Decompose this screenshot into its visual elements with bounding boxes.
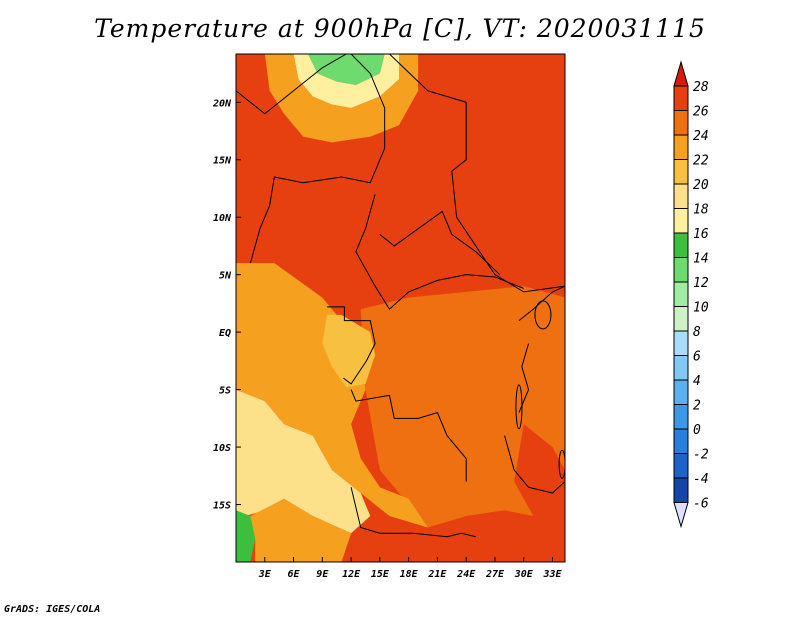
x-tick-label: 6E bbox=[288, 569, 301, 580]
region-east-hot bbox=[514, 424, 565, 528]
colorbar-label: 14 bbox=[693, 252, 709, 267]
region-north-warm bbox=[264, 54, 419, 143]
colorbar-label: 10 bbox=[693, 301, 709, 316]
region-equator-warm bbox=[236, 263, 428, 528]
credit-label: GrADS: IGES/COLA bbox=[4, 604, 101, 615]
region-south-hot bbox=[341, 504, 565, 562]
colorbar-label: 4 bbox=[693, 374, 701, 389]
colorbar-swatch bbox=[673, 306, 689, 332]
lake-outline-0 bbox=[534, 300, 552, 330]
region-central-warm bbox=[360, 286, 565, 562]
colorbar-label: 20 bbox=[693, 178, 709, 193]
x-tick-label: 21E bbox=[427, 569, 447, 580]
colorbar-label: 12 bbox=[693, 276, 709, 291]
colorbar-swatch bbox=[673, 134, 689, 160]
colorbar-swatch bbox=[673, 379, 689, 405]
x-tick-label: 24E bbox=[456, 569, 476, 580]
colorbar-label: 18 bbox=[693, 203, 709, 218]
x-tick-label: 15E bbox=[371, 569, 390, 580]
x-tick-label: 30E bbox=[514, 569, 534, 580]
x-tick-label: 33E bbox=[542, 569, 562, 580]
plot-area bbox=[236, 54, 565, 562]
country-border-3 bbox=[451, 102, 565, 293]
colorbar-swatch bbox=[673, 330, 689, 356]
region-sw-warm bbox=[250, 498, 352, 562]
colorbar-swatch bbox=[673, 183, 689, 209]
colorbar-label: 28 bbox=[693, 80, 709, 95]
chart-title: Temperature at 900hPa [C], VT: 202003111… bbox=[94, 14, 706, 43]
x-tick-label: 3E bbox=[258, 569, 272, 580]
colorbar-swatch bbox=[673, 502, 689, 529]
colorbar-swatch bbox=[673, 453, 689, 479]
colorbar-swatch bbox=[673, 257, 689, 283]
lake-outline-1 bbox=[515, 384, 523, 430]
country-border-5 bbox=[379, 210, 501, 276]
colorbar-swatch bbox=[673, 110, 689, 136]
y-tick-label: 15S bbox=[213, 501, 231, 512]
region-west-pale bbox=[236, 389, 371, 534]
colorbar-label: 6 bbox=[693, 350, 701, 365]
country-border-7 bbox=[327, 306, 376, 385]
x-tick-label: 9E bbox=[316, 569, 329, 580]
region-sw-cool bbox=[236, 510, 256, 562]
plot-frame bbox=[235, 53, 566, 563]
colorbar-label: 22 bbox=[693, 154, 709, 169]
colorbar-swatch bbox=[673, 281, 689, 307]
y-tick-label: 5N bbox=[219, 271, 232, 282]
colorbar-label: 26 bbox=[693, 105, 709, 120]
colorbar-label: 24 bbox=[693, 129, 709, 144]
region-gabon-warm bbox=[322, 314, 376, 388]
country-border-2 bbox=[389, 54, 467, 103]
y-tick-label: 5S bbox=[219, 386, 231, 397]
colorbar-label: 0 bbox=[693, 423, 701, 438]
x-tick-label: 27E bbox=[485, 569, 505, 580]
colorbar-swatch bbox=[673, 477, 689, 503]
country-border-9 bbox=[350, 487, 476, 538]
colorbar-swatch bbox=[673, 85, 689, 111]
colorbar-swatch bbox=[673, 428, 689, 454]
x-tick-label: 12E bbox=[342, 569, 361, 580]
colorbar-label: -6 bbox=[693, 497, 709, 512]
colorbar-label: 8 bbox=[693, 325, 701, 340]
country-border-1 bbox=[350, 54, 386, 183]
y-tick-label: 15N bbox=[213, 156, 232, 167]
colorbar-swatch bbox=[673, 159, 689, 185]
region-north-cool bbox=[293, 54, 400, 109]
colorbar-label: 2 bbox=[693, 399, 701, 414]
region-north-green bbox=[307, 54, 385, 86]
y-tick-label: 10S bbox=[213, 443, 231, 454]
colorbar-swatch bbox=[673, 60, 689, 87]
axes: 3E 6E 9E 12E 15E 18E 21E 24E 27E 30E 33E 20N 15N 10N 5… bbox=[212, 53, 566, 580]
country-border-4 bbox=[249, 176, 371, 264]
country-border-0 bbox=[236, 54, 347, 115]
country-border-10 bbox=[504, 435, 565, 494]
colorbar-swatch bbox=[673, 404, 689, 430]
colorbar-label: -2 bbox=[693, 448, 709, 463]
colorbar-swatch bbox=[673, 232, 689, 258]
region-north-hot bbox=[236, 54, 438, 166]
y-tick-label: 20N bbox=[212, 98, 232, 109]
colorbar-label: -4 bbox=[693, 472, 709, 487]
colorbar-label: 16 bbox=[693, 227, 709, 242]
colorbar-swatch bbox=[673, 355, 689, 381]
y-tick-label: EQ bbox=[219, 328, 231, 339]
y-tick-label: 10N bbox=[213, 213, 232, 224]
country-border-8 bbox=[350, 389, 467, 482]
country-border-11 bbox=[518, 343, 530, 413]
colorbar-swatch bbox=[673, 208, 689, 234]
lake-outline-2 bbox=[558, 449, 565, 479]
x-tick-label: 18E bbox=[400, 569, 419, 580]
country-border-6 bbox=[355, 194, 524, 310]
